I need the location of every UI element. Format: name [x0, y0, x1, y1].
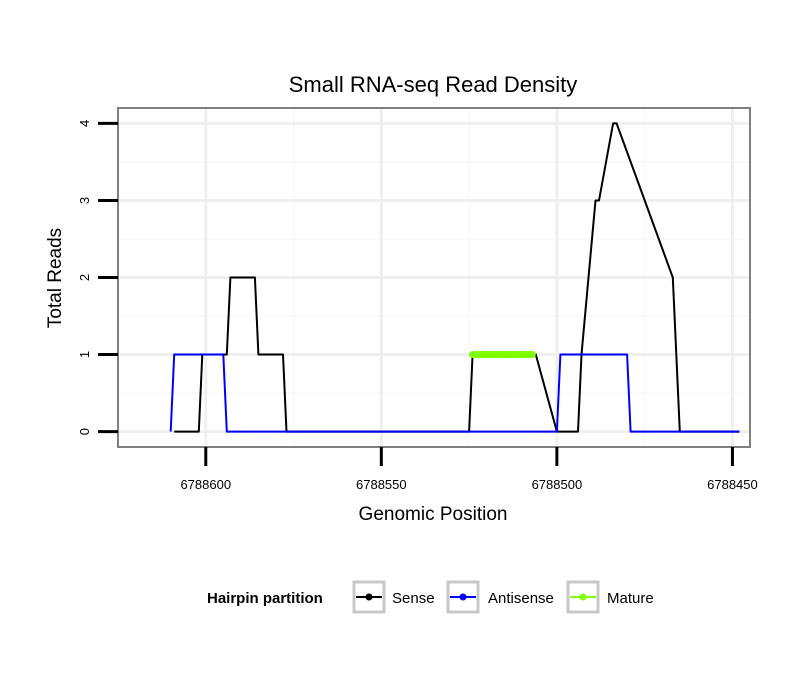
legend-label-antisense: Antisense	[488, 590, 554, 607]
y-axis-title: Total Reads	[45, 228, 66, 328]
y-tick-label-3: 3	[77, 197, 92, 204]
legend-label-sense: Sense	[392, 590, 435, 607]
legend-title: Hairpin partition	[207, 590, 323, 607]
legend-item-sense: Sense	[352, 580, 435, 614]
x-axis: 6788600 6788550 6788500 6788450	[180, 447, 758, 492]
x-axis-title: Genomic Position	[359, 504, 508, 525]
x-tick-label-3: 6788450	[707, 477, 758, 492]
legend-item-mature: Mature	[566, 580, 654, 614]
legend-marker-sense	[365, 593, 373, 601]
y-tick-label-2: 2	[77, 274, 92, 281]
plot-panel	[117, 107, 751, 448]
series-point-mature-34	[528, 351, 536, 359]
legend-label-mature: Mature	[607, 590, 654, 607]
x-tick-label-1: 6788550	[356, 477, 407, 492]
series-line-antisense	[169, 353, 740, 433]
x-tick-label-0: 6788600	[180, 477, 231, 492]
legend-marker-mature	[579, 593, 587, 601]
x-tick-label-2: 6788500	[532, 477, 583, 492]
y-axis: 0 1 2 3 4	[77, 120, 118, 435]
legend: Hairpin partition Sense Antisense Mature	[207, 580, 654, 614]
y-tick-label-0: 0	[77, 428, 92, 435]
y-tick-label-4: 4	[77, 120, 92, 127]
series-layer	[169, 122, 740, 433]
y-tick-label-1: 1	[77, 351, 92, 358]
legend-item-antisense: Antisense	[446, 580, 554, 614]
legend-marker-antisense	[459, 593, 467, 601]
chart-title: Small RNA-seq Read Density	[289, 72, 578, 97]
